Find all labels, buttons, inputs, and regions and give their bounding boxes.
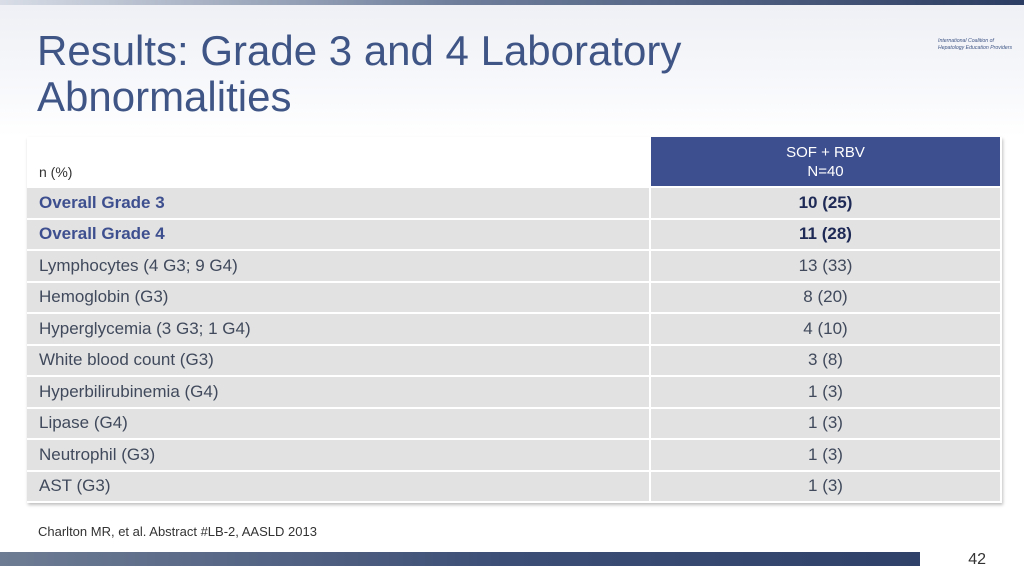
table-row: Lymphocytes (4 G3; 9 G4) 13 (33) [27,250,1002,283]
table-row: AST (G3) 1 (3) [27,470,1002,503]
row-label: Neutrophil (G3) [27,439,651,472]
logo-line-1: International Coalition of [938,38,994,44]
row-value: 1 (3) [650,470,1002,503]
table-row: Lipase (G4) 1 (3) [27,407,1002,440]
row-label: Lipase (G4) [27,407,651,440]
row-value: 1 (3) [650,439,1002,472]
lab-abnormalities-table: n (%) SOF + RBV N=40 Overall Grade 3 10 … [27,137,1002,503]
row-value: 1 (3) [650,407,1002,440]
table-row: Overall Grade 3 10 (25) [27,187,1002,220]
page-number: 42 [968,551,986,568]
table-row: Neutrophil (G3) 1 (3) [27,439,1002,472]
row-label: Hemoglobin (G3) [27,281,651,314]
row-value: 10 (25) [650,187,1002,220]
table-header-row: n (%) SOF + RBV N=40 [27,137,1002,188]
logo-line-2: Hepatology Education Providers [938,44,1013,51]
row-label: Overall Grade 4 [27,218,651,251]
row-label: Overall Grade 3 [27,187,651,220]
table-row: Overall Grade 4 11 (28) [27,218,1002,251]
row-label: Lymphocytes (4 G3; 9 G4) [27,250,651,283]
column-header-arm: SOF + RBV [786,143,865,161]
organization-logo: International Coalition of Hepatology Ed… [938,38,1018,51]
row-value: 13 (33) [650,250,1002,283]
header-background [0,5,1024,137]
citation: Charlton MR, et al. Abstract #LB-2, AASL… [38,524,317,539]
row-header-label: n (%) [27,137,651,188]
table-row: Hyperbilirubinemia (G4) 1 (3) [27,376,1002,409]
column-header-n: N=40 [807,162,844,180]
row-value: 4 (10) [650,313,1002,346]
row-label: Hyperbilirubinemia (G4) [27,376,651,409]
row-value: 8 (20) [650,281,1002,314]
table-row: White blood count (G3) 3 (8) [27,344,1002,377]
slide-title: Results: Grade 3 and 4 Laboratory Abnorm… [37,27,682,120]
row-value: 1 (3) [650,376,1002,409]
row-value: 11 (28) [650,218,1002,251]
row-value: 3 (8) [650,344,1002,377]
row-label: White blood count (G3) [27,344,651,377]
treatment-column-header: SOF + RBV N=40 [650,137,1002,188]
table-row: Hemoglobin (G3) 8 (20) [27,281,1002,314]
row-label: Hyperglycemia (3 G3; 1 G4) [27,313,651,346]
footer-bar [0,552,920,566]
top-stripe [0,0,1024,5]
table-row: Hyperglycemia (3 G3; 1 G4) 4 (10) [27,313,1002,346]
row-label: AST (G3) [27,470,651,503]
